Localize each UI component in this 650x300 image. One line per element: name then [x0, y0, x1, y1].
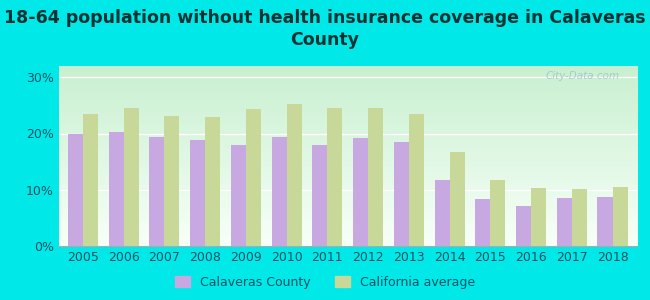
Bar — [394, 142, 409, 246]
Text: 18-64 population without health insurance coverage in Calaveras
County: 18-64 population without health insuranc… — [4, 9, 646, 49]
Bar — [287, 104, 302, 246]
Bar — [450, 152, 465, 246]
Bar — [368, 108, 384, 246]
Bar — [83, 114, 98, 246]
Bar — [409, 114, 424, 246]
Bar — [572, 189, 587, 246]
Bar — [597, 196, 612, 246]
Bar — [557, 198, 572, 246]
Bar — [190, 140, 205, 246]
Bar — [205, 117, 220, 246]
Bar — [516, 206, 531, 246]
Bar — [231, 145, 246, 246]
Bar — [246, 109, 261, 246]
Bar — [164, 116, 179, 246]
Bar — [124, 108, 138, 246]
Bar — [328, 108, 343, 246]
Bar — [353, 138, 368, 246]
Bar — [434, 180, 450, 246]
Bar — [109, 132, 124, 246]
Text: City-Data.com: City-Data.com — [545, 71, 619, 81]
Bar — [150, 137, 164, 246]
Bar — [612, 187, 628, 246]
Bar — [68, 134, 83, 246]
Bar — [312, 145, 328, 246]
Bar — [272, 137, 287, 246]
Bar — [531, 188, 546, 246]
Bar — [490, 180, 506, 246]
Bar — [475, 199, 490, 246]
Legend: Calaveras County, California average: Calaveras County, California average — [170, 271, 480, 294]
